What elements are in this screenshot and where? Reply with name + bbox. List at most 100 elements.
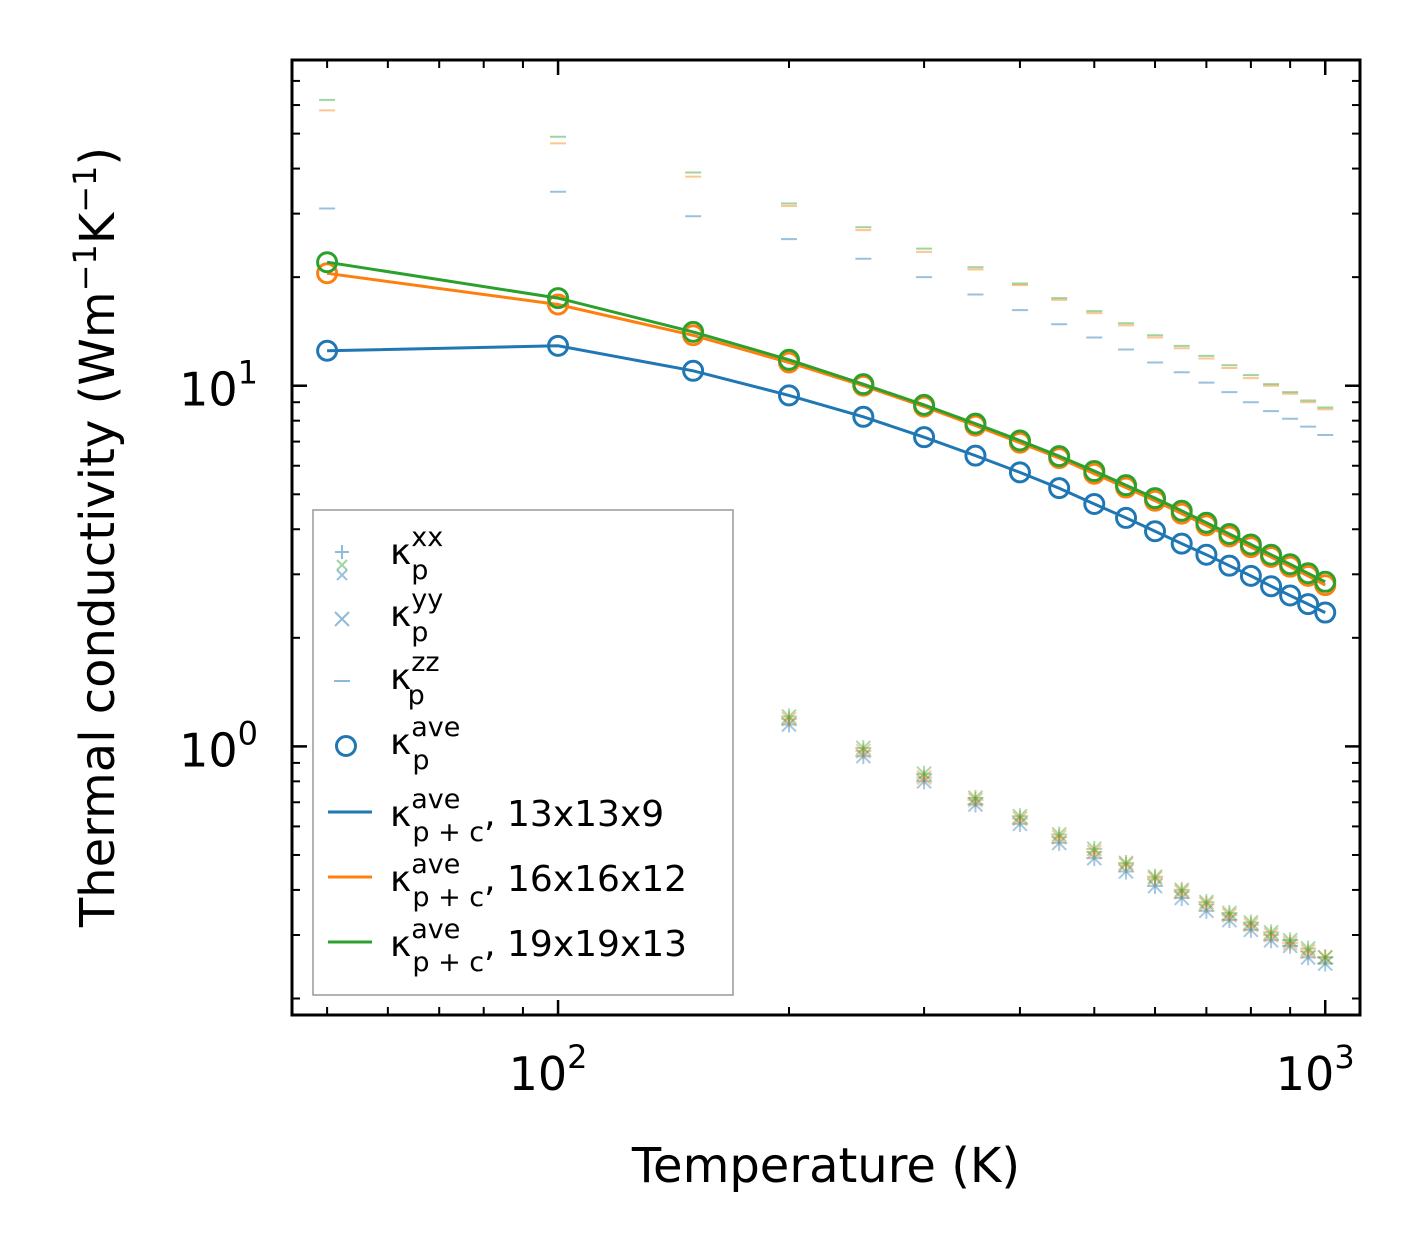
kave-point [547, 287, 570, 310]
series-19x19x13-average [316, 251, 1337, 593]
kxx-point [1300, 943, 1317, 960]
y-axis-title-k: K [70, 211, 126, 244]
kyy-point [1118, 863, 1134, 880]
legend-label-sub: p + c [412, 882, 484, 913]
kxx-point [1118, 863, 1135, 880]
y-axis-title: Thermal conductivity (Wm−1K−1) [66, 147, 126, 928]
kxx-point [855, 743, 872, 760]
kxx-point [780, 711, 797, 728]
kyy-point [1012, 816, 1028, 832]
kyy-point [1243, 917, 1259, 933]
series-13x13x9-average [316, 334, 1337, 624]
kxx-point [780, 708, 797, 725]
kyy-point [1086, 841, 1102, 857]
x-tick-label-exp: 2 [567, 1038, 587, 1076]
y-tick-label-exp: 0 [238, 714, 258, 752]
kave-point [1170, 532, 1193, 555]
kyy-point [1243, 922, 1259, 938]
legend-marker-cross [334, 611, 350, 627]
kxx-point [1011, 808, 1028, 825]
kave-point [852, 373, 875, 396]
legend-label-base: κ [390, 859, 411, 900]
y-tick-label: 101 [179, 354, 258, 417]
legend-label-base: κ [390, 657, 411, 698]
kave-point [1279, 584, 1302, 607]
y-tick-label-base: 10 [179, 723, 238, 777]
kyy-point [1282, 932, 1298, 949]
kxx-point [1198, 902, 1215, 919]
legend-label-sup: ave [411, 712, 460, 743]
kyy-point [916, 769, 932, 786]
legend-label-sub: p + c [412, 817, 484, 848]
kave-point [316, 251, 339, 274]
legend-label: κave p + c, 16x16x12 [390, 849, 687, 913]
kyy-point [1147, 878, 1163, 894]
series-16x16x12-components [319, 109, 1334, 966]
legend-label-base: κ [390, 722, 411, 763]
kave-line [327, 344, 1326, 614]
kave-point [913, 426, 936, 449]
kave-point [777, 348, 800, 371]
legend-entry-1: κyy p [334, 584, 443, 648]
kxx-point [1317, 955, 1334, 972]
legend-entry-0: κxx p [335, 522, 443, 586]
kave-point [1279, 553, 1302, 576]
y-tick-label: 100 [179, 714, 258, 777]
kxx-point [855, 748, 872, 765]
kxx-point [967, 789, 984, 806]
legend-label-sub: p + c [412, 947, 484, 978]
x-axis-title: Temperature (K) [631, 1138, 1020, 1194]
kyy-point [1198, 894, 1215, 910]
legend-box [312, 509, 734, 996]
kxx-point [780, 716, 797, 733]
kxx-point [1221, 912, 1238, 929]
series-13x13x9-components [319, 190, 1334, 972]
legend-label-sup: ave [411, 784, 460, 815]
kave-point [1115, 506, 1138, 529]
kave-point [1083, 460, 1106, 483]
kave-point [1195, 511, 1218, 534]
legend-entry-3: κave p [335, 712, 460, 776]
kxx-point [916, 769, 933, 786]
legend-label-base: κ [390, 594, 411, 635]
kave-point [1048, 477, 1071, 500]
kave-point [682, 359, 705, 382]
kave-point [1239, 533, 1262, 556]
legend-label-sub: p [411, 617, 428, 648]
kyy-point [1263, 924, 1279, 941]
plot-frame [290, 58, 1362, 1017]
kyy-point [1118, 856, 1134, 873]
legend-label-sup: ave [411, 849, 460, 880]
y-axis-title-close: ) [70, 147, 126, 166]
kyy-point [855, 748, 872, 764]
kave-point [1260, 543, 1283, 566]
kave-point [1144, 487, 1167, 510]
kave-point [1008, 429, 1031, 452]
kxx-point [1086, 840, 1103, 857]
kave-line [326, 260, 1326, 584]
kave-point [316, 339, 339, 362]
legend-entry-2: κzz p [334, 647, 440, 711]
legend-entry-4: κave p + c, 13x13x9 [328, 784, 664, 848]
kave-point [316, 262, 339, 285]
kyy-point [1221, 912, 1238, 928]
kxx-point [1173, 881, 1190, 898]
kave-point [852, 405, 875, 428]
kxx-point [916, 773, 933, 790]
kave-point [1314, 601, 1337, 624]
kxx-point [855, 739, 872, 756]
x-tick-label-exp: 3 [1334, 1038, 1354, 1076]
kyy-point [1173, 882, 1190, 898]
kxx-point [1173, 883, 1190, 900]
kyy-point [1243, 914, 1259, 931]
kave-point [964, 444, 987, 467]
legend-label-sup: zz [411, 647, 439, 678]
legend-marker-plus [335, 545, 349, 559]
kave-point [1218, 523, 1241, 546]
y-tick-label-base: 10 [179, 363, 238, 417]
kxx-point [1173, 889, 1190, 906]
kave-point [1170, 499, 1193, 522]
kxx-point [916, 765, 933, 782]
kxx-point [967, 792, 984, 809]
